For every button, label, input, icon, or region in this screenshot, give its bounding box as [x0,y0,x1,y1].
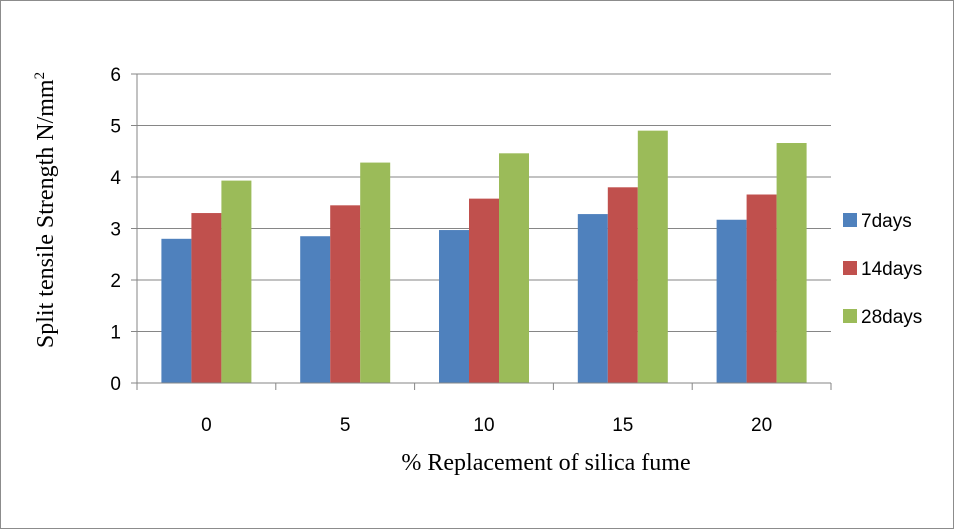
x-tick-label: 15 [612,415,633,436]
bar-14days-20 [746,194,777,383]
legend-swatch-28days [843,309,857,323]
bar-28days-10 [499,153,529,383]
x-tick-label: 20 [751,415,772,436]
bars [161,130,807,383]
bar-28days-20 [776,143,807,383]
x-tick-label: 10 [473,415,494,436]
y-tick-label: 6 [110,65,121,86]
gridlines [137,73,831,332]
y-axis-title-main: Split tensile Strength N/mm [33,79,59,348]
legend-swatch-7days [843,213,857,227]
legend-label-14days: 14days [861,259,922,280]
bar-7days-20 [716,219,747,383]
legend-label-28days: 28days [861,307,922,328]
y-axis-title: Split tensile Strength N/mm2 [32,72,59,348]
bar-28days-5 [360,162,391,383]
y-tick-label: 0 [110,374,121,395]
legend-label-7days: 7days [861,211,912,232]
bar-14days-10 [469,198,499,383]
bar-7days-0 [161,238,192,383]
y-tick-label: 1 [110,323,121,344]
y-tick-labels: 0 1 2 3 4 5 6 [110,65,121,395]
x-tick-label: 5 [340,415,351,436]
bar-7days-10 [439,230,469,383]
y-tick-label: 5 [110,117,121,138]
bar-7days-15 [577,214,608,383]
axes [131,73,832,390]
legend: 7days 14days 28days [843,211,922,328]
x-tick-labels: 0 5 10 15 20 [201,415,772,436]
bar-28days-0 [221,180,252,383]
y-tick-label: 2 [110,271,121,292]
y-tick-label: 3 [110,220,121,241]
x-axis-title: % Replacement of silica fume [401,450,690,476]
x-tick-label: 0 [201,415,212,436]
bar-14days-0 [191,213,222,383]
y-axis-title-superscript: 2 [32,72,48,80]
bar-28days-15 [637,130,668,383]
bar-14days-5 [330,205,361,383]
y-tick-label: 4 [110,168,121,189]
bar-14days-15 [607,187,638,383]
legend-swatch-14days [843,261,857,275]
bar-7days-5 [300,236,331,383]
